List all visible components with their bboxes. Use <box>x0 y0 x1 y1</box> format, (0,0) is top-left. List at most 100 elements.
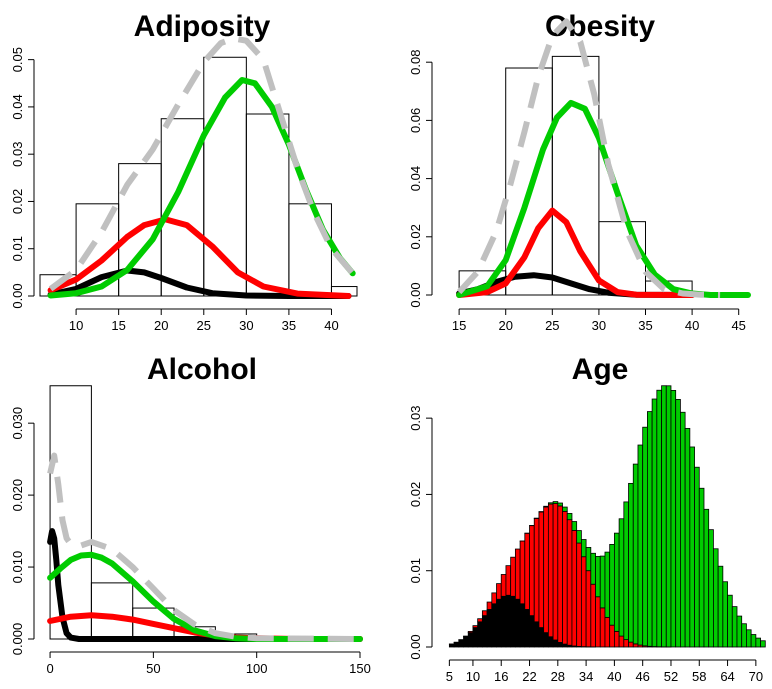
y-tick-label: 0.06 <box>408 108 423 133</box>
bar-segment <box>519 603 526 648</box>
y-tick-label: 0.04 <box>408 166 423 191</box>
bar-segment <box>576 542 582 647</box>
bar-segment <box>760 640 766 648</box>
y-tick-label: 0.00 <box>408 634 423 659</box>
bar-segment <box>656 389 662 648</box>
bar-segment <box>703 508 710 648</box>
bar-segment <box>632 643 639 648</box>
bar-segment <box>543 506 549 634</box>
bar-segment <box>463 635 469 638</box>
x-tick-label: 5 <box>446 669 453 684</box>
bar-segment <box>524 532 530 610</box>
bar-segment <box>580 539 587 558</box>
bar-segment <box>628 641 634 648</box>
bar-segment <box>467 632 474 648</box>
bar-segment <box>557 641 563 648</box>
bar-segment <box>585 547 592 572</box>
x-tick-label: 16 <box>494 669 508 684</box>
bar-segment <box>637 444 644 646</box>
x-tick-label: 34 <box>579 669 593 684</box>
hist-bar <box>245 113 290 297</box>
bar-segment <box>510 556 516 597</box>
bar-segment <box>500 574 507 597</box>
bar-segment <box>458 639 464 648</box>
x-tick-label: 25 <box>197 318 211 333</box>
y-tick-label: 0.08 <box>408 50 423 75</box>
x-tick-label: 58 <box>692 669 706 684</box>
bar-segment <box>562 506 568 512</box>
bar-segment <box>552 639 559 648</box>
bar-segment <box>741 623 747 648</box>
y-tick-label: 0.03 <box>408 405 423 430</box>
bar-segment <box>642 426 648 647</box>
bar-segment <box>562 643 568 648</box>
bar-segment <box>529 525 535 617</box>
bar-segment <box>491 592 497 605</box>
bar-segment <box>496 583 502 600</box>
x-tick-label: 50 <box>146 661 160 676</box>
bar-segment <box>519 540 526 605</box>
y-tick-label: 0.00 <box>408 282 423 307</box>
y-tick-label: 0.020 <box>10 479 25 512</box>
bar-segment <box>481 615 488 648</box>
density-curve <box>456 207 696 298</box>
y-tick-label: 0.01 <box>10 236 25 261</box>
bar-segment <box>463 636 469 648</box>
bar-segment <box>661 385 667 648</box>
density-curve <box>47 267 352 299</box>
y-tick-label: 0.00 <box>10 283 25 308</box>
panel-alcohol: Alcohol 0 50 100 150 0.000 0.010 0.020 0.030 <box>10 353 371 676</box>
x-tick-label: 35 <box>638 318 652 333</box>
x-tick-label: 64 <box>720 669 734 684</box>
bar-segment <box>613 630 620 648</box>
x-tick-label: 15 <box>452 318 466 333</box>
bar-segment <box>665 385 672 648</box>
bar-segment <box>571 530 578 647</box>
bar-segment <box>698 487 705 648</box>
bar-segment <box>576 530 582 544</box>
bar-segment <box>529 615 535 648</box>
bar-segment <box>755 637 761 648</box>
bar-segment <box>694 466 700 648</box>
x-tick-label: 52 <box>664 669 678 684</box>
bar-segment <box>547 502 554 505</box>
hist-bar <box>90 582 134 640</box>
bar-segment <box>552 501 559 504</box>
bar-segment <box>557 502 563 507</box>
bar-segment <box>477 621 483 648</box>
x-tick-label: 30 <box>239 318 253 333</box>
bar-segment <box>731 606 738 648</box>
bar-segment <box>533 518 540 623</box>
bar-segment <box>717 565 724 648</box>
bar-segment <box>613 532 620 632</box>
bar-segment <box>500 595 507 648</box>
bar-segment <box>562 510 568 645</box>
bar-segment <box>623 501 629 641</box>
bar-segment <box>675 398 681 648</box>
bar-segment <box>486 609 493 648</box>
density-curve <box>47 528 363 642</box>
x-tick-label: 20 <box>154 318 168 333</box>
bar-segment <box>722 581 728 648</box>
bar-segment <box>481 610 488 617</box>
x-tick-label: 20 <box>498 318 512 333</box>
y-tick-label: 0.04 <box>10 94 25 119</box>
bar-segment <box>543 632 549 648</box>
bar-segment <box>543 505 549 508</box>
bar-segment <box>448 643 455 648</box>
y-tick-label: 0.05 <box>10 47 25 72</box>
bar-segment <box>552 503 559 641</box>
bar-segment <box>727 594 733 648</box>
x-tick-label: 40 <box>607 669 621 684</box>
hist-bar <box>551 55 600 296</box>
y-tick-label: 0.02 <box>408 482 423 507</box>
bar-segment <box>680 411 686 648</box>
x-tick-label: 15 <box>111 318 125 333</box>
bar-segment <box>533 621 540 648</box>
bar-segment <box>467 631 474 634</box>
bar-segment <box>538 627 545 648</box>
y-tick-label: 0.03 <box>10 142 25 167</box>
y-tick-label: 0.010 <box>10 551 25 584</box>
bar-segment <box>524 609 530 648</box>
bar-segment <box>609 543 615 626</box>
